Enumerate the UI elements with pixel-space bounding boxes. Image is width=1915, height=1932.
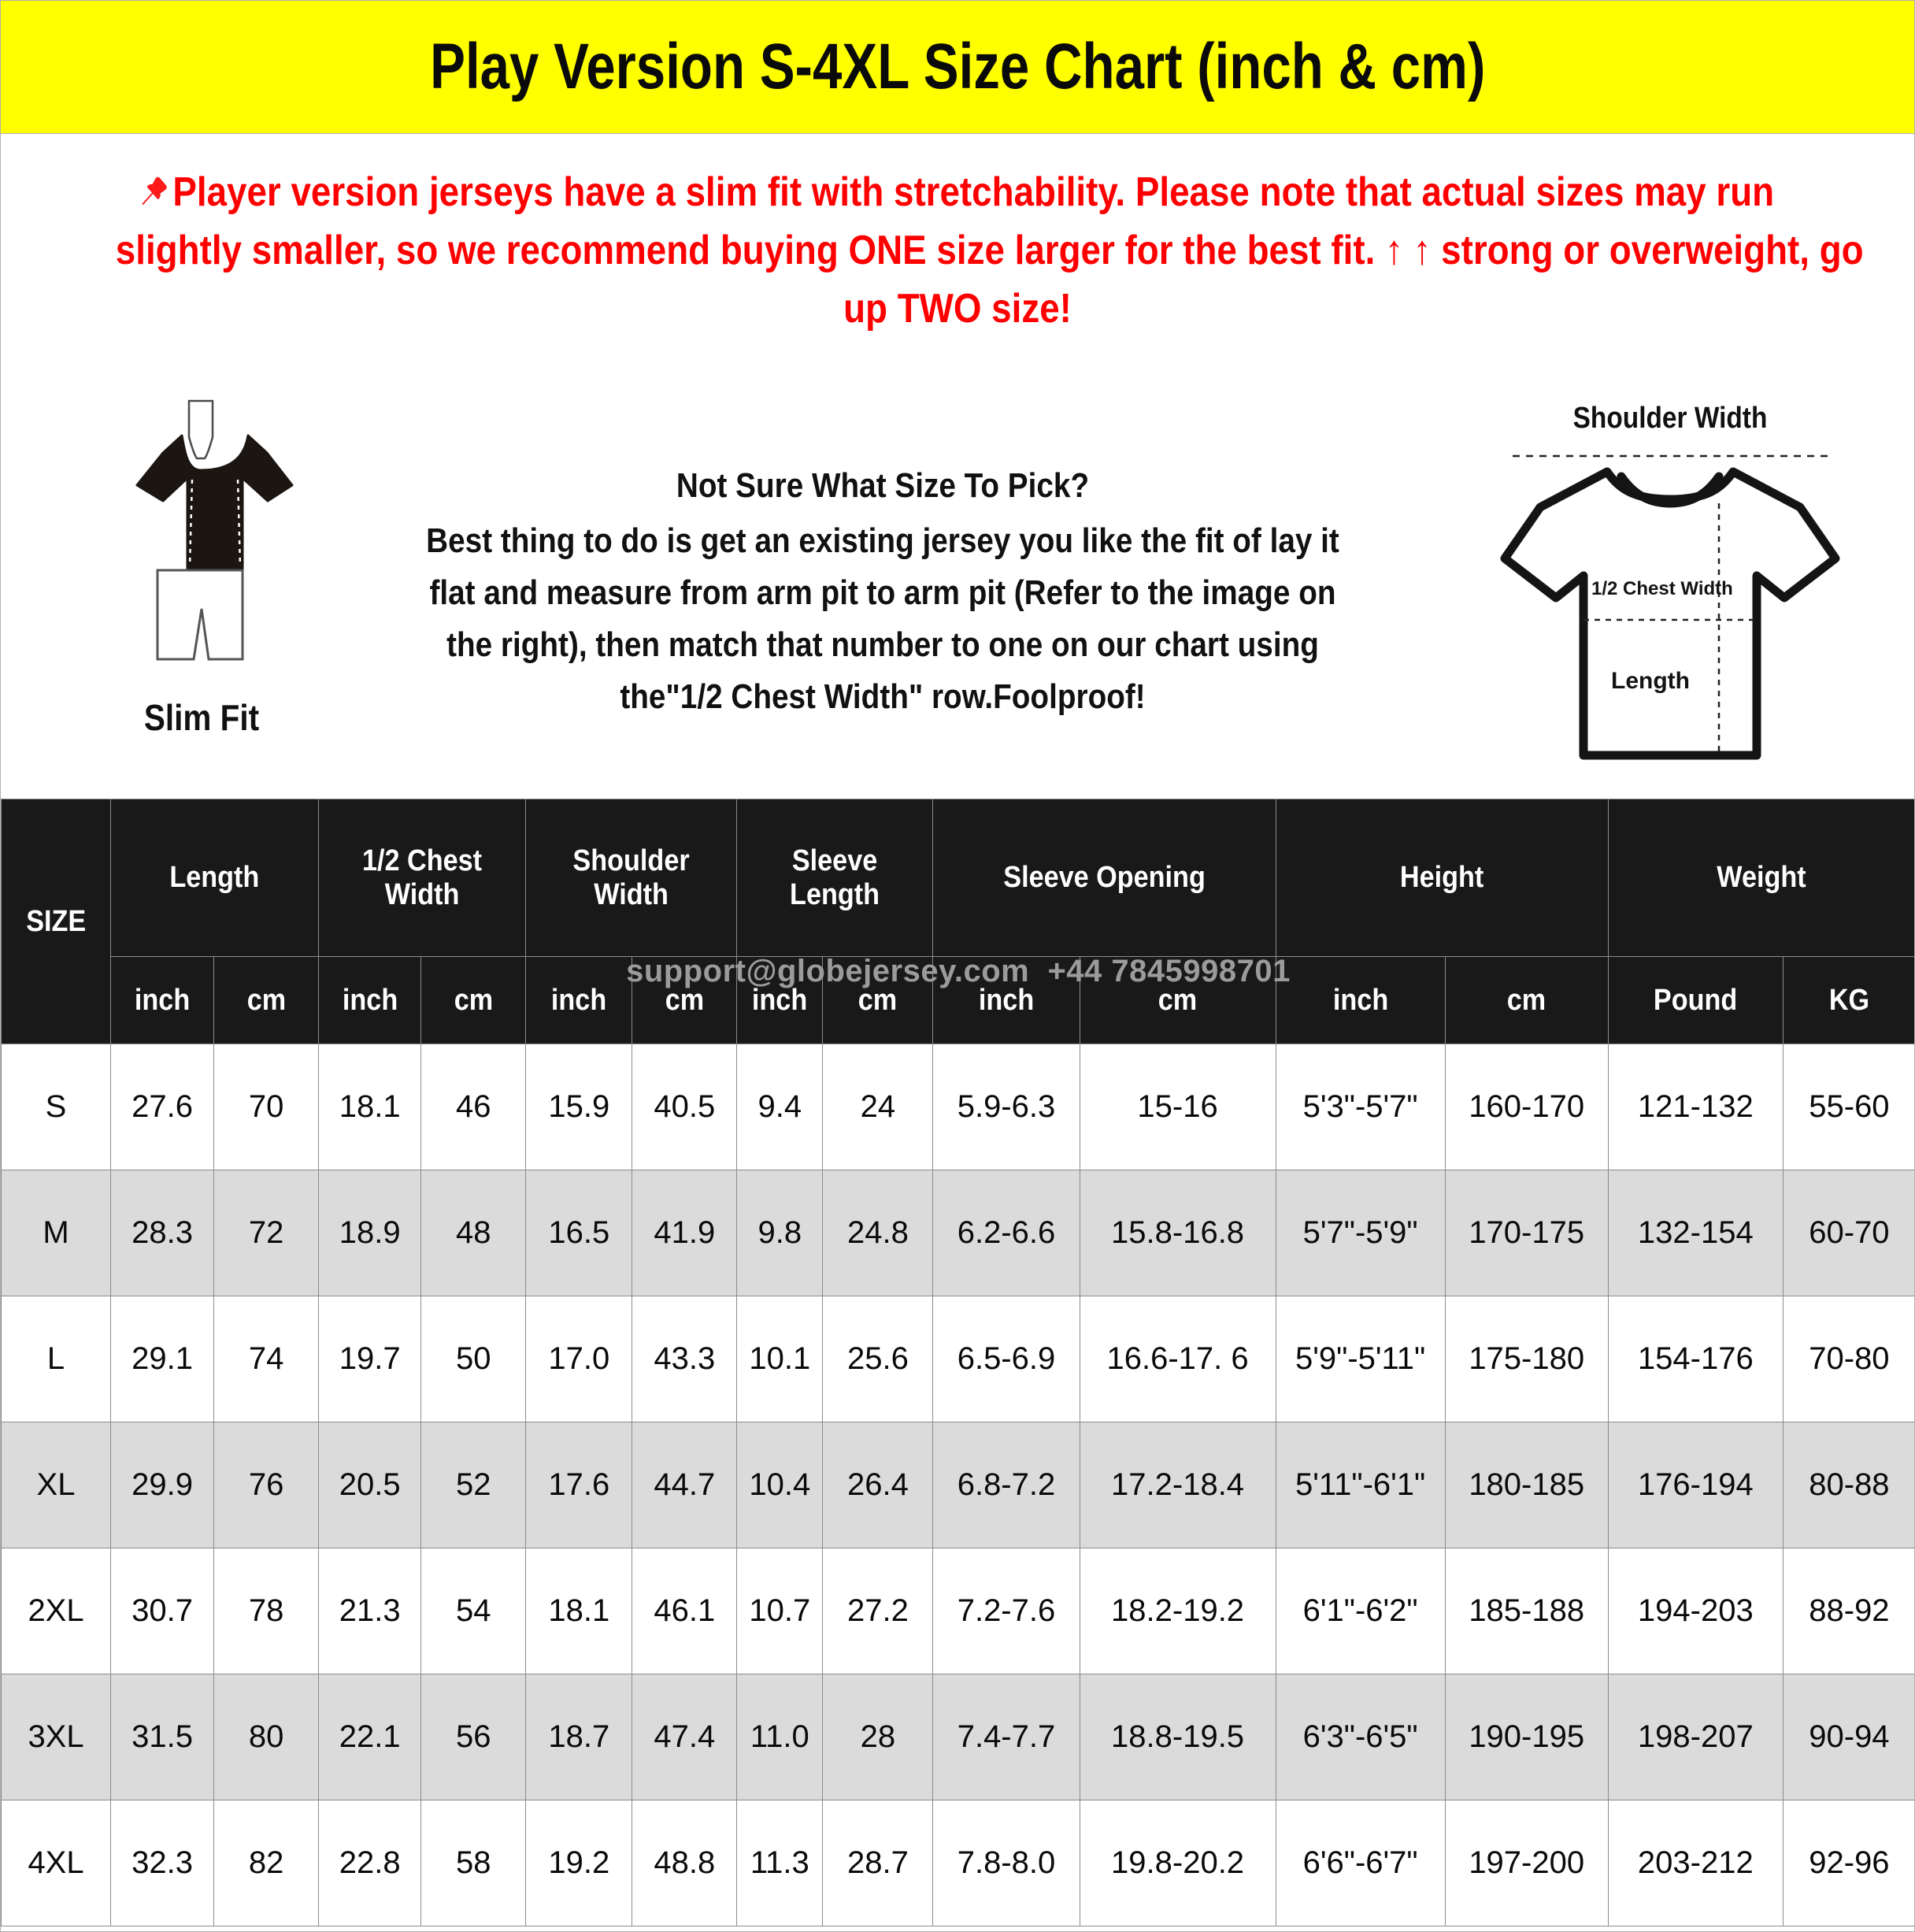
svg-text:Length: Length <box>1611 668 1690 694</box>
svg-text:1/2 Chest Width: 1/2 Chest Width <box>1591 578 1733 599</box>
